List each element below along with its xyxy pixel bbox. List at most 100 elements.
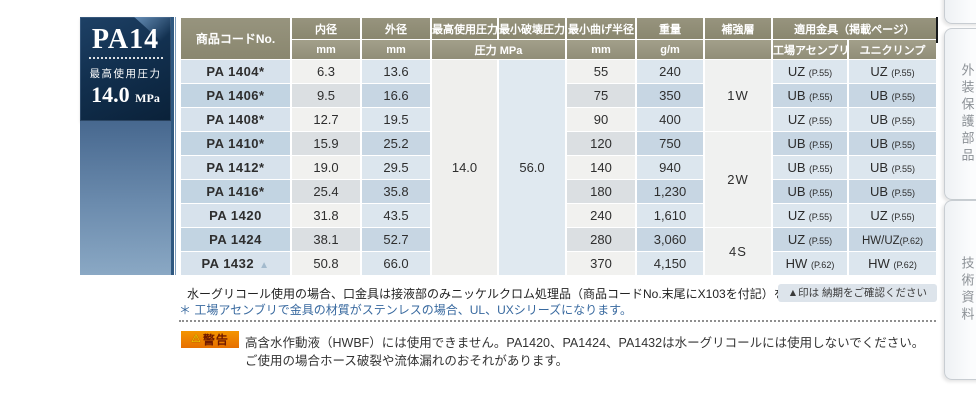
header-inner-diameter: 内径 xyxy=(292,18,360,39)
id-cell: 38.1 xyxy=(292,228,360,251)
pressure-value: 14.0 MPa xyxy=(91,82,160,107)
table-row: PA 1404* 6.3 13.6 14.0 56.0 55 240 1W UZ… xyxy=(181,60,936,275)
header-uni-crimp: ユニクリンプ xyxy=(849,40,936,59)
product-code-cell: PA 1406* xyxy=(181,84,290,107)
factory-fitting-cell: HW (P.62) xyxy=(773,252,847,275)
warning-text-line2: ご使用の場合ホース破裂や流体漏れのおそれがあります。 xyxy=(245,354,569,368)
factory-fitting-cell: UB (P.55) xyxy=(773,180,847,203)
pressure-label: 最高使用圧力 xyxy=(89,68,162,80)
id-cell: 31.8 xyxy=(292,204,360,227)
id-cell: 6.3 xyxy=(292,60,360,83)
side-tab-exterior-protection[interactable]: 外装保護部品 xyxy=(944,28,976,200)
crimp-fitting-cell: UB (P.55) xyxy=(849,180,936,203)
unit-mm-id: mm xyxy=(292,40,360,59)
header-max-working-pressure: 最高使用圧力 xyxy=(432,18,497,39)
reinforcement-cell: 1W xyxy=(705,60,771,131)
header-reinforcement: 補強層 xyxy=(705,18,771,39)
divider-line-thin xyxy=(175,17,176,275)
table-row: PA 1420 31.8 43.5 240 1,610 UZ (P.55) UZ… xyxy=(181,204,936,227)
max-pressure-cell: 14.0 xyxy=(432,60,497,275)
series-panel: PA14 最高使用圧力 14.0 MPa xyxy=(80,17,171,121)
reinforcement-cell: 2W xyxy=(705,132,771,227)
id-cell: 9.5 xyxy=(292,84,360,107)
od-cell: 19.5 xyxy=(362,108,430,131)
side-tab-technical-data[interactable]: 技術資料 xyxy=(944,200,976,380)
header-min-bend-radius: 最小曲げ半径 xyxy=(567,18,635,39)
note-water-glycol: 水ーグリコール使用の場合、口金具は接液部のみニッケルクロム処理品（商品コードNo… xyxy=(187,287,857,301)
warning-badge: ⚠ 警告 xyxy=(181,331,239,348)
side-tab-exterior-label: 外装保護部品 xyxy=(959,63,975,165)
side-tab-partial[interactable] xyxy=(944,0,976,24)
header-min-burst-pressure: 最小破壊圧力 xyxy=(499,18,565,39)
radius-cell: 120 xyxy=(567,132,635,155)
dotted-separator xyxy=(88,57,163,59)
crimp-fitting-cell: UB (P.55) xyxy=(849,84,936,107)
note-mark: * xyxy=(259,160,265,175)
pressure-unit: MPa xyxy=(135,91,160,105)
header-weight: 重量 xyxy=(637,18,703,39)
header-product-code: 商品コードNo. xyxy=(181,18,290,59)
divider-line xyxy=(171,17,174,275)
product-code-cell: PA 1420 xyxy=(181,204,290,227)
product-code-cell: PA 1416* xyxy=(181,180,290,203)
crimp-fitting-cell: UB (P.55) xyxy=(849,132,936,155)
radius-cell: 75 xyxy=(567,84,635,107)
weight-cell: 750 xyxy=(637,132,703,155)
weight-cell: 350 xyxy=(637,84,703,107)
od-cell: 13.6 xyxy=(362,60,430,83)
weight-cell: 4,150 xyxy=(637,252,703,275)
factory-fitting-cell: UB (P.55) xyxy=(773,84,847,107)
series-name: PA14 xyxy=(91,24,160,55)
factory-fitting-cell: UB (P.55) xyxy=(773,156,847,179)
crimp-fitting-cell: UB (P.55) xyxy=(849,156,936,179)
weight-cell: 1,610 xyxy=(637,204,703,227)
product-code-cell: PA 1412* xyxy=(181,156,290,179)
weight-cell: 240 xyxy=(637,60,703,83)
reinforcement-cell: 4S xyxy=(705,228,771,275)
product-code-cell: PA 1410* xyxy=(181,132,290,155)
product-code-cell: PA 1424 xyxy=(181,228,290,251)
id-cell: 25.4 xyxy=(292,180,360,203)
weight-cell: 1,230 xyxy=(637,180,703,203)
radius-cell: 280 xyxy=(567,228,635,251)
unit-pressure: 圧力 MPa xyxy=(432,40,565,59)
radius-cell: 370 xyxy=(567,252,635,275)
od-cell: 16.6 xyxy=(362,84,430,107)
table-row: PA 1416* 25.4 35.8 180 1,230 UB (P.55) U… xyxy=(181,180,936,203)
id-cell: 15.9 xyxy=(292,132,360,155)
crimp-fitting-cell: UB (P.55) xyxy=(849,108,936,131)
od-cell: 66.0 xyxy=(362,252,430,275)
note-stainless: ＊ 工場アセンブリで金具の材質がステンレスの場合、UL、UXシリーズになります。 xyxy=(179,303,632,317)
product-code-cell: PA 1404* xyxy=(181,60,290,83)
note-mark: * xyxy=(259,112,265,127)
header-fittings: 適用金具（掲載ページ） xyxy=(773,18,936,39)
weight-cell: 940 xyxy=(637,156,703,179)
header-row-1: 商品コードNo. 内径 外径 最高使用圧力 最小破壊圧力 最小曲げ半径 重量 補… xyxy=(181,18,936,59)
crimp-fitting-cell: UZ (P.55) xyxy=(849,60,936,83)
crimp-fitting-cell: UZ (P.55) xyxy=(849,204,936,227)
dotted-divider xyxy=(179,320,936,322)
radius-cell: 90 xyxy=(567,108,635,131)
product-code-cell: PA 1408* xyxy=(181,108,290,131)
weight-cell: 400 xyxy=(637,108,703,131)
note-mark: * xyxy=(259,64,265,79)
radius-cell: 55 xyxy=(567,60,635,83)
radius-cell: 240 xyxy=(567,204,635,227)
od-cell: 43.5 xyxy=(362,204,430,227)
factory-fitting-cell: UZ (P.55) xyxy=(773,60,847,83)
warning-text-line1: 高含水作動液（HWBF）には使用できません。PA1420、PA1424、PA14… xyxy=(245,336,925,350)
factory-fitting-cell: UB (P.55) xyxy=(773,132,847,155)
table-row: PA 1406* 9.5 16.6 75 350 UB (P.55) UB (P… xyxy=(181,84,936,107)
id-cell: 12.7 xyxy=(292,108,360,131)
radius-cell: 180 xyxy=(567,180,635,203)
table-row: PA 1432 ▲ 50.8 66.0 370 4,150 HW (P.62) H… xyxy=(181,252,936,275)
delivery-confirmation-badge: ▲印は 納期をご確認ください xyxy=(777,284,937,302)
unit-mm-radius: mm xyxy=(567,40,635,59)
crimp-fitting-cell: HW/UZ(P.62) xyxy=(849,228,936,251)
header-row-2: mm mm 圧力 MPa mm g/m 工場アセンブリ ユニクリンプ xyxy=(181,40,936,59)
side-tab-technical-label: 技術資料 xyxy=(959,256,975,324)
table-row: PA 1412* 19.0 29.5 140 940 UB (P.55) UB … xyxy=(181,156,936,179)
unit-reinforcement-empty xyxy=(705,40,771,59)
od-cell: 25.2 xyxy=(362,132,430,155)
